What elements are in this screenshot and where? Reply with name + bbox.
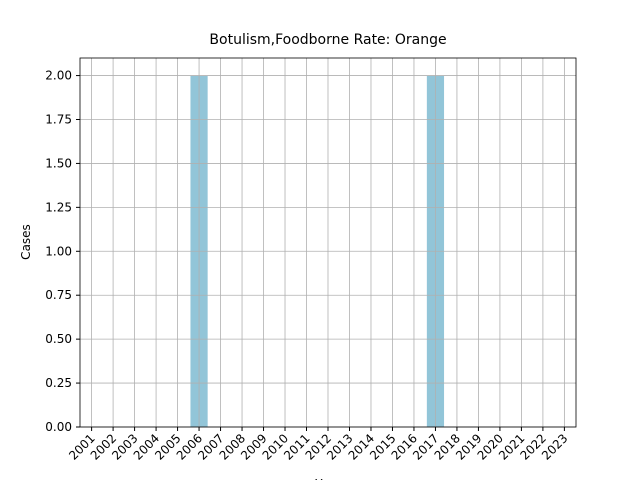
x-axis-label: Year xyxy=(314,477,340,480)
y-tick-label: 1.75 xyxy=(45,113,72,127)
y-tick-label: 1.00 xyxy=(45,244,72,258)
plot-frame xyxy=(79,57,577,428)
y-tick-label: 0.25 xyxy=(45,376,72,390)
y-tick-label: 1.25 xyxy=(45,200,72,214)
y-tick-label: 0.00 xyxy=(45,420,72,434)
y-tick-label: 2.00 xyxy=(45,69,72,83)
y-axis-label: Cases xyxy=(19,224,33,260)
y-tick-label: 1.50 xyxy=(45,156,72,170)
chart-title: Botulism,Foodborne Rate: Orange xyxy=(209,32,446,48)
y-tick-label: 0.75 xyxy=(45,288,72,302)
y-tick-label: 0.50 xyxy=(45,332,72,346)
